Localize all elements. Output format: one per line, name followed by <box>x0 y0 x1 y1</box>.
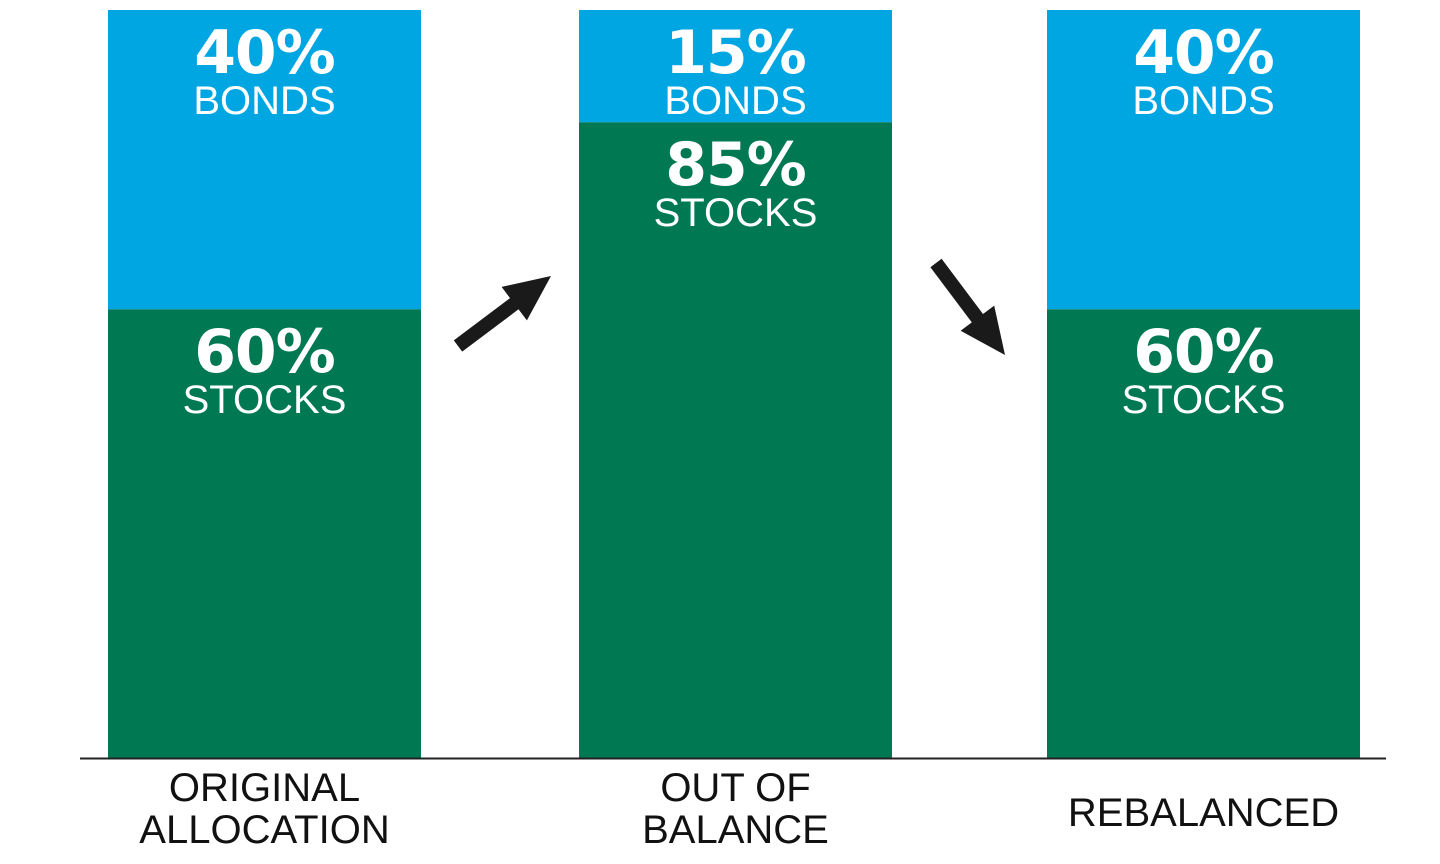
bar-1-bonds-percent: 40% <box>194 18 335 88</box>
bar-3-stocks-percent: 60% <box>1133 317 1274 387</box>
bar-1-stocks-percent: 60% <box>194 317 335 387</box>
bar-3-bonds-segment <box>1047 10 1360 310</box>
bar-1-bonds-label: BONDS <box>193 79 335 123</box>
bar-3-bonds-percent: 40% <box>1133 18 1274 88</box>
bar-2-stocks-segment <box>579 122 892 758</box>
category-label-3-line-1: REBALANCED <box>1068 791 1339 835</box>
bar-2-bonds-segment <box>579 10 892 123</box>
category-label-2-line-2: BALANCE <box>642 808 829 852</box>
category-label-1-line-1: ORIGINAL <box>169 766 360 810</box>
bar-2-stocks-label: STOCKS <box>654 191 818 235</box>
bar-1-stocks-segment <box>108 309 421 758</box>
bar-2-stocks-percent: 85% <box>665 130 806 200</box>
bar-3-stocks-label: STOCKS <box>1122 378 1286 422</box>
bars-layer: 60%STOCKS40%BONDS85%STOCKS15%BONDS60%STO… <box>108 10 1360 758</box>
bar-3-stocks-segment <box>1047 309 1360 758</box>
bar-2-bonds-label: BONDS <box>664 79 806 123</box>
arrows-layer <box>453 258 1005 355</box>
category-label-1-line-2: ALLOCATION <box>139 808 389 852</box>
arrow-down-right-icon <box>930 258 1005 355</box>
bar-3-bonds-label: BONDS <box>1132 79 1274 123</box>
bar-1-bonds-segment <box>108 10 421 310</box>
arrow-up-right-icon <box>453 276 551 352</box>
bar-1-stocks-label: STOCKS <box>183 378 347 422</box>
category-label-2-line-1: OUT OF <box>660 766 810 810</box>
bar-2-bonds-percent: 15% <box>665 18 806 88</box>
